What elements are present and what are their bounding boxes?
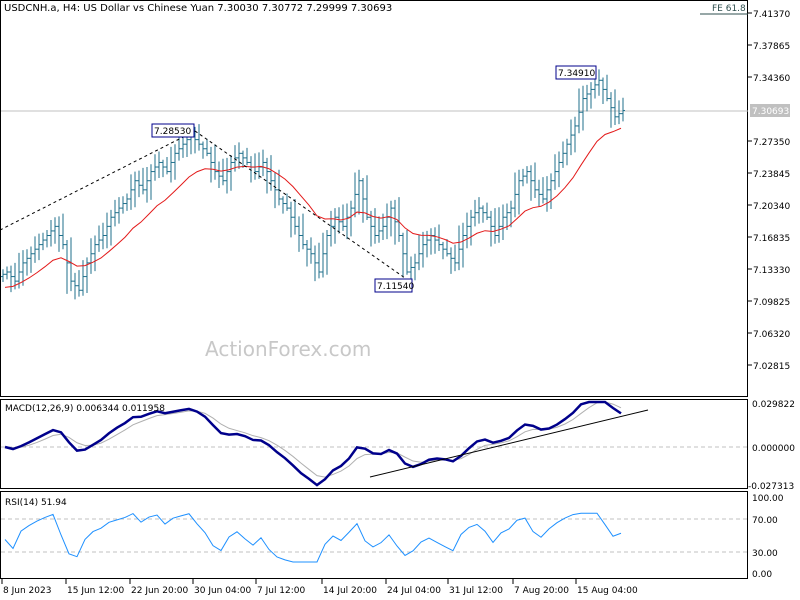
time-tick-label: 15 Aug 04:00	[577, 586, 638, 596]
rsi-tick: 0.00	[752, 570, 772, 580]
time-tick-label: 15 Jun 12:00	[67, 586, 124, 596]
label-high2: 7.34910	[555, 65, 597, 80]
price-tick-label: 7.09825	[753, 298, 790, 308]
trend-dashed-1	[0, 130, 196, 231]
price-panel	[0, 0, 748, 397]
time-tick-label: 24 Jul 04:00	[387, 586, 441, 596]
time-axis: 8 Jun 2023 15 Jun 12:00 22 Jun 20:00 30 Jun…	[1, 579, 638, 596]
moving-average-line	[4, 127, 622, 288]
label-high1: 7.28530	[151, 123, 195, 138]
trend-dashed-2	[194, 130, 406, 279]
macd-trendline	[369, 409, 649, 478]
time-tick-label: 7 Jul 12:00	[257, 586, 306, 596]
price-tick-label: 7.34360	[753, 74, 790, 84]
time-tick-label: 31 Jul 12:00	[449, 586, 503, 596]
macd-tick: 0.029822	[752, 400, 795, 410]
macd-tick: 0.000000	[752, 444, 795, 454]
macd-tick: -0.027313	[748, 482, 794, 492]
watermark: ActionForex.com	[205, 337, 371, 361]
rsi-tick: 30.00	[752, 549, 778, 559]
rsi-panel	[0, 491, 748, 579]
price-tick-label: 7.27350	[753, 138, 790, 148]
label-low1: 7.11540	[374, 278, 414, 293]
candles	[1, 69, 625, 300]
price-tick-label: 7.06320	[753, 330, 790, 340]
time-tick-label: 30 Jun 04:00	[194, 586, 251, 596]
rsi-label: RSI(14) 51.94	[5, 498, 67, 508]
fe-label: FE 61.8	[712, 4, 746, 14]
macd-line	[4, 400, 622, 487]
price-tick-label: 7.41370	[753, 10, 790, 20]
price-tick-label: 7.23845	[753, 170, 790, 180]
price-tick-label: 7.02815	[753, 362, 790, 372]
price-tick-label: 7.16835	[753, 234, 790, 244]
price-tick-label: 7.20340	[753, 202, 790, 212]
price-tick-label: 7.13330	[753, 266, 790, 276]
current-price-text: 7.30693	[752, 107, 789, 117]
symbol-header: USDCNH.a, H4: US Dollar vs Chinese Yuan …	[4, 3, 392, 14]
time-tick-label: 22 Jun 20:00	[131, 586, 188, 596]
time-tick-label: 7 Aug 20:00	[514, 586, 569, 596]
rsi-tick: 70.00	[752, 516, 778, 526]
macd-signal-line	[4, 401, 622, 478]
rsi-line	[4, 512, 622, 563]
price-tick-label: 7.37865	[753, 42, 790, 52]
time-tick-label: 8 Jun 2023	[3, 586, 51, 596]
price-axis: 7.41370 7.37865 7.34360 7.27350 7.23845 7.203…	[748, 10, 790, 372]
label-low1-text: 7.11540	[377, 282, 414, 292]
label-high1-text: 7.28530	[154, 127, 191, 137]
label-high2-text: 7.34910	[558, 69, 595, 79]
rsi-tick: 100.00	[752, 494, 784, 504]
macd-label: MACD(12,26,9) 0.006344 0.011958	[5, 404, 165, 414]
current-price-tag	[750, 104, 790, 117]
time-tick-label: 14 Jul 20:00	[323, 586, 377, 596]
macd-panel	[0, 399, 748, 489]
